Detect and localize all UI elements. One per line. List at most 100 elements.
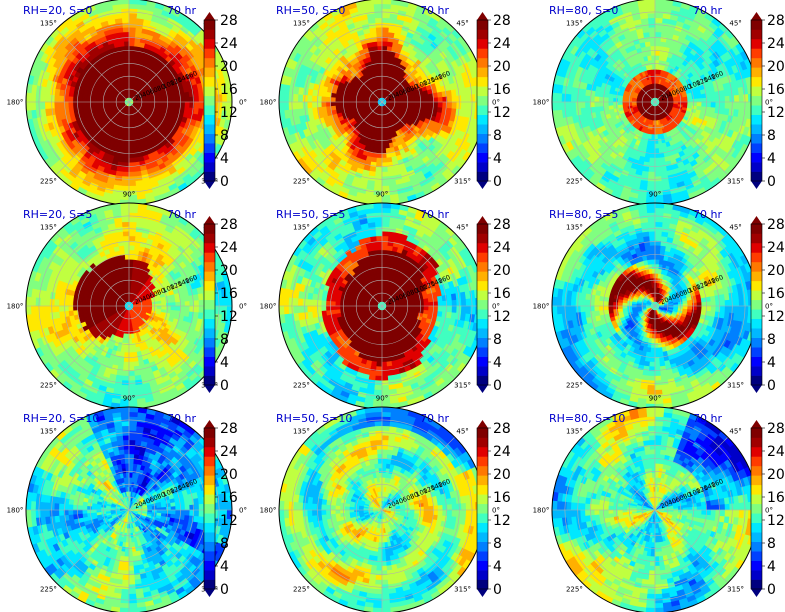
colorbar-bin [751,162,762,172]
contour-cell [608,93,614,99]
contour-cell [654,8,664,14]
contour-cell [437,101,444,108]
colorbar-tick-label: 4 [220,151,229,167]
colorbar-tick-label: 16 [767,82,785,98]
contour-cell [451,101,458,109]
contour-cell [373,8,383,14]
contour-cell [696,101,703,107]
contour-cell [743,93,749,103]
angle-tick-label: 315° [727,178,744,186]
contour-cell [292,93,299,103]
contour-cell [376,157,383,164]
contour-cell [432,96,439,103]
colorbar-bin [477,114,488,125]
contour-cell [649,157,656,164]
colorbar-bin [477,162,488,172]
contour-cell [128,68,133,75]
colorbar-bin [204,48,215,59]
contour-cell [128,3,138,10]
contour-cell [121,17,130,24]
angular-gridline [128,28,203,103]
colorbar-bin [477,38,488,49]
contour-cell [654,162,662,168]
contour-cell [617,98,623,103]
contour-cell [193,95,200,103]
contour-cell [311,95,318,103]
contour-cell [373,3,383,10]
contour-cell [123,152,130,159]
contour-cell [423,105,429,111]
contour-cell [63,101,69,109]
contour-cell [381,8,391,14]
contour-cell [654,171,662,178]
contour-cell [124,143,130,150]
colorbar-bin [751,105,762,116]
contour-cell [400,101,406,105]
colorbar-bin [204,20,215,30]
contour-cell [297,94,304,103]
contour-cell [377,148,383,154]
colorbar-bin [751,171,762,182]
contour-cell [128,31,136,38]
panel-title: RH=80, S=0 [549,4,618,17]
colorbar-tick-label: 24 [220,36,238,52]
contour-cell [128,36,136,42]
angle-tick-label: 315° [454,178,471,186]
contour-cell [705,101,712,108]
contour-cell [377,143,383,150]
contour-cell [470,93,476,103]
contour-cell [123,40,130,47]
contour-cell [654,40,661,47]
colorbar-bin [751,57,762,68]
colorbar-bin [751,95,762,106]
contour-cell [373,143,379,149]
contour-cell [648,166,656,173]
angle-tick-label: 45° [456,19,468,27]
contour-cell [612,97,619,103]
contour-cell [344,98,350,103]
contour-cell [381,54,387,61]
contour-cell [381,45,388,52]
contour-cell [330,97,336,103]
colorbar-bin [751,86,762,97]
colorbar-tick-label: 20 [220,59,238,75]
colorbar-bin [477,29,488,40]
angle-tick-label: 225° [566,178,583,186]
contour-cell [658,55,664,61]
contour-cell [316,95,322,103]
contour-cell [283,101,290,111]
contour-cell [156,101,163,106]
contour-cell [654,12,664,19]
contour-cell [428,101,434,107]
contour-cell [654,54,660,61]
colorbar-tick-label: 24 [767,36,785,52]
contour-cell [128,171,136,178]
contour-cell [381,64,386,70]
contour-cell [375,162,383,168]
contour-cell [306,95,313,103]
colorbar-extend-max [751,12,762,20]
contour-cell [701,101,707,107]
contour-cell [385,55,391,61]
contour-cell [128,152,135,159]
contour-cell [128,148,134,154]
colorbar-bin [204,133,215,144]
contour-cell [320,96,327,103]
contour-cell [123,45,130,52]
contour-cell [654,50,660,56]
contour-cell [120,8,130,14]
contour-cell [381,157,388,164]
colorbar-tick-label: 28 [767,13,785,29]
contour-cell [377,50,383,56]
contour-cell [26,92,32,103]
contour-cell [124,148,130,154]
contour-cell [226,101,232,112]
contour-cell [378,129,383,136]
contour-cell [579,101,586,109]
panel-title: RH=50, S=0 [276,4,345,17]
contour-cell [654,157,661,164]
contour-cell [288,93,294,103]
contour-cell [128,0,139,5]
